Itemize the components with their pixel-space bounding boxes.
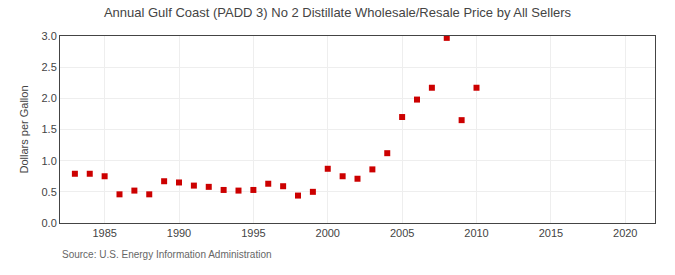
svg-text:2005: 2005	[390, 227, 414, 239]
svg-text:2.0: 2.0	[42, 92, 57, 104]
svg-text:1985: 1985	[92, 227, 116, 239]
svg-text:1.5: 1.5	[42, 123, 57, 135]
svg-text:0.5: 0.5	[42, 186, 57, 198]
svg-text:0.0: 0.0	[42, 217, 57, 229]
svg-text:1990: 1990	[167, 227, 191, 239]
svg-text:3.0: 3.0	[42, 30, 57, 42]
svg-text:2015: 2015	[539, 227, 563, 239]
svg-text:Source: U.S. Energy Informatio: Source: U.S. Energy Information Administ…	[62, 249, 272, 260]
svg-text:1995: 1995	[241, 227, 265, 239]
svg-text:2010: 2010	[464, 227, 488, 239]
svg-text:2020: 2020	[613, 227, 637, 239]
svg-text:2.5: 2.5	[42, 61, 57, 73]
svg-text:2000: 2000	[316, 227, 340, 239]
svg-text:Dollars per Gallon: Dollars per Gallon	[18, 85, 30, 173]
svg-text:Annual Gulf Coast (PADD 3) No: Annual Gulf Coast (PADD 3) No 2 Distilla…	[104, 5, 572, 20]
svg-text:1.0: 1.0	[42, 155, 57, 167]
